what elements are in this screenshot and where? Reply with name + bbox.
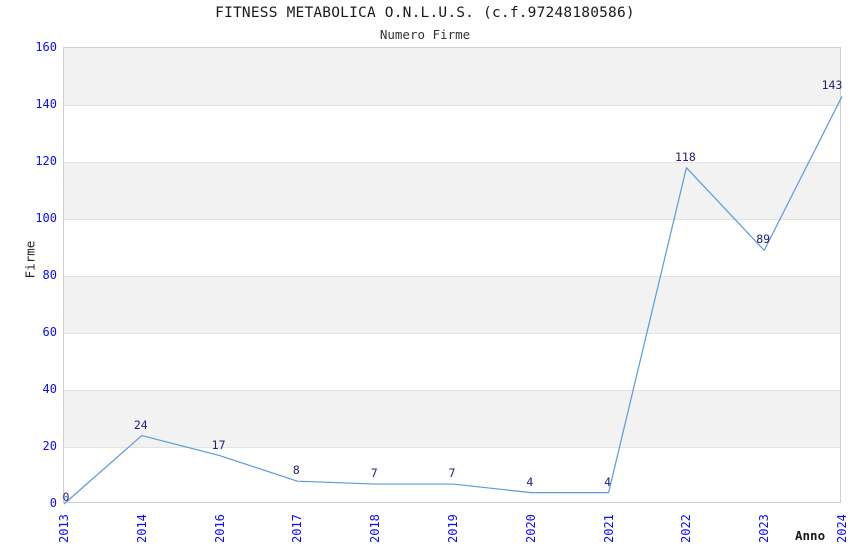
chart-title: FITNESS METABOLICA O.N.L.U.S. (c.f.97248… bbox=[215, 5, 635, 21]
point-value-label: 8 bbox=[292, 463, 300, 478]
y-tick-label: 100 bbox=[35, 211, 57, 225]
point-value-label: 118 bbox=[675, 149, 696, 164]
point-value-label: 4 bbox=[526, 474, 534, 489]
x-tick-label: 2014 bbox=[134, 514, 149, 543]
point-value-label: 7 bbox=[448, 466, 456, 481]
y-axis-title: Firme bbox=[22, 240, 38, 279]
y-tick-label: 40 bbox=[42, 382, 57, 396]
point-value-label: 7 bbox=[370, 466, 378, 481]
y-tick-label: 140 bbox=[35, 97, 57, 111]
point-value-label: 4 bbox=[604, 474, 612, 489]
y-tick-label: 120 bbox=[35, 154, 57, 168]
y-tick-label: 20 bbox=[42, 439, 57, 453]
point-value-label: 17 bbox=[211, 437, 226, 452]
y-tick-label: 60 bbox=[42, 325, 57, 339]
plot-area bbox=[63, 47, 843, 505]
line-series bbox=[63, 96, 843, 505]
point-value-label: 0 bbox=[62, 490, 70, 504]
y-tick-label: 160 bbox=[35, 40, 57, 54]
gridline bbox=[64, 390, 840, 391]
x-tick-label: 2018 bbox=[368, 514, 383, 543]
y-axis-tick-labels: 0 20 40 60 80 100 120 140 160 bbox=[0, 0, 57, 550]
background-band bbox=[64, 390, 840, 447]
x-tick-label: 2020 bbox=[523, 514, 538, 543]
x-tick-label: 2017 bbox=[290, 514, 305, 543]
point-value-label: 24 bbox=[133, 417, 148, 432]
y-tick-label: 80 bbox=[42, 268, 57, 282]
point-value-label: 143 bbox=[821, 78, 843, 93]
x-tick-label: 2013 bbox=[57, 514, 71, 543]
x-tick-label: 2022 bbox=[679, 514, 694, 543]
x-axis-title: Anno bbox=[795, 528, 826, 543]
background-band bbox=[64, 276, 840, 333]
x-tick-label: 2021 bbox=[601, 514, 616, 543]
x-tick-label: 2016 bbox=[212, 514, 227, 543]
point-value-label: 89 bbox=[756, 232, 771, 247]
gridline bbox=[64, 162, 840, 163]
series-line bbox=[63, 96, 843, 505]
x-tick-label: 2019 bbox=[446, 514, 460, 543]
gridline bbox=[64, 105, 840, 106]
background-band bbox=[64, 162, 840, 219]
x-tick-label: 2023 bbox=[757, 514, 772, 543]
background-band bbox=[64, 48, 840, 105]
gridline bbox=[64, 447, 840, 448]
x-tick-label: 2024 bbox=[835, 514, 849, 543]
y-tick-label: 0 bbox=[49, 496, 57, 510]
gridline bbox=[64, 333, 840, 334]
gridline bbox=[64, 219, 840, 220]
chart-subtitle: Numero Firme bbox=[379, 27, 471, 42]
gridline bbox=[64, 276, 840, 277]
